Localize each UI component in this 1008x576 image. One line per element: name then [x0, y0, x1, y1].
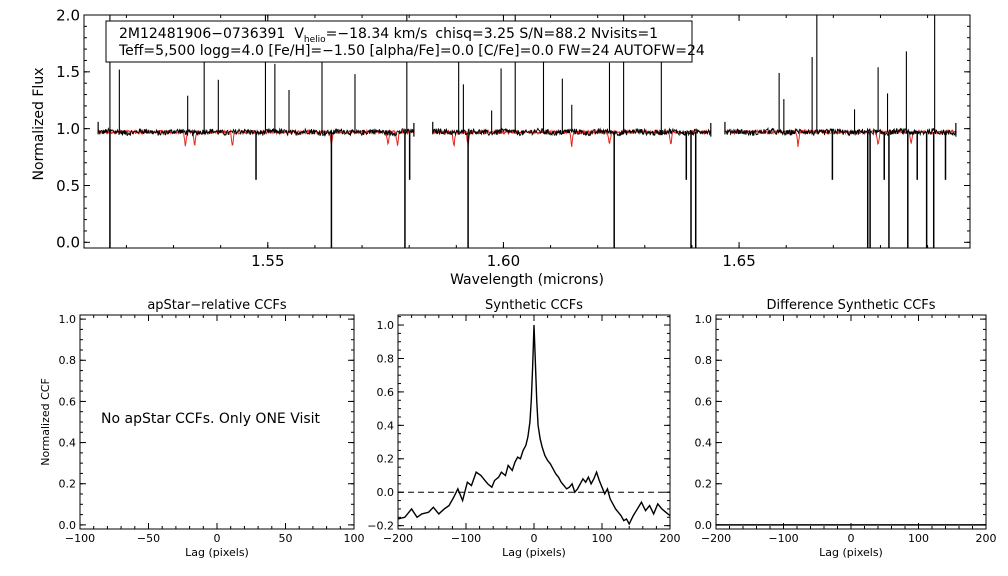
x-tick-label: 0 — [848, 532, 855, 545]
y-tick-label: 0.0 — [59, 519, 77, 532]
y-tick-label: 0.0 — [695, 519, 713, 532]
y-tick-label: 0.8 — [377, 352, 395, 365]
synthetic-ccf-x-axis-label: Lag (pixels) — [502, 546, 566, 559]
spectrum-panel: 1.55 1.60 1.65 0.0 0.5 1.0 1.5 2.0 Normalized F… — [31, 6, 971, 288]
x-tick-label: 100 — [908, 532, 929, 545]
no-ccf-message: No apStar CCFs. Only ONE Visit — [101, 411, 321, 427]
spectrum-x-axis-label: Wavelength (microns) — [450, 272, 604, 288]
spectrum-plot-frame — [83, 14, 971, 249]
apstar-ccf-panel: apStar−relative CCFs −100 −50 0 50 100 0.0 0.2… — [39, 298, 365, 559]
y-tick-label: 0.8 — [59, 354, 77, 367]
model-spectrum-line — [432, 128, 712, 148]
y-tick-label: 0.6 — [59, 395, 77, 408]
fit-stats: chisq=3.25 S/N=88.2 Nvisits=1 — [435, 26, 658, 42]
y-tick-label: 0.6 — [695, 395, 713, 408]
y-tick-label: 1.0 — [59, 313, 77, 326]
synthetic-ccf-frame — [397, 314, 671, 530]
x-tick-label: −200 — [383, 532, 413, 545]
spectrum-y-axis-label: Normalized Flux — [31, 68, 47, 181]
vhelio-subscript: helio — [304, 35, 326, 45]
synthetic-ccf-ticks: −200 −100 0 100 200 −0.2 0.0 0.2 0.4 0.6 0.8 1.0 — [367, 315, 681, 545]
x-tick-label: 0 — [531, 532, 538, 545]
x-tick-label: −100 — [451, 532, 481, 545]
y-tick-label: 0.0 — [377, 486, 395, 499]
synthetic-ccf-title: Synthetic CCFs — [485, 298, 583, 313]
synthetic-ccf-panel: Synthetic CCFs −200 −100 0 100 200 −0.2 0.0 0.2… — [367, 298, 680, 559]
y-tick-label: 1.0 — [377, 319, 395, 332]
difference-ccf-ticks: −200 −100 0 100 200 0.0 0.2 0.4 0.6 0.8 1.0 — [695, 313, 997, 545]
annotation-line-1: 2M12481906−0736391 Vhelio=−18.34 km/s chis… — [119, 26, 658, 45]
x-tick-label: 100 — [592, 532, 613, 545]
x-tick-label: 200 — [660, 532, 681, 545]
vhelio-prefix: V — [294, 26, 304, 42]
x-tick-label: −100 — [768, 532, 798, 545]
y-tick-label: 0.0 — [56, 234, 80, 252]
y-tick-label: 0.4 — [59, 437, 77, 450]
x-tick-label: 1.60 — [487, 252, 520, 270]
synthetic-ccf-lines — [397, 325, 671, 526]
y-tick-label: 0.4 — [695, 437, 713, 450]
spectrum-ticks: 1.55 1.60 1.65 0.0 0.5 1.0 1.5 2.0 — [56, 6, 970, 270]
annotation-line-2: Teff=5,500 logg=4.0 [Fe/H]=−1.50 [alpha/… — [118, 43, 705, 59]
difference-ccf-panel: Difference Synthetic CCFs −200 −100 0 100 20… — [695, 298, 997, 559]
y-tick-label: 0.8 — [695, 354, 713, 367]
x-tick-label: −50 — [137, 532, 160, 545]
apstar-ccf-title: apStar−relative CCFs — [147, 298, 287, 313]
y-tick-label: 1.5 — [56, 63, 80, 81]
x-tick-label: 1.65 — [722, 252, 755, 270]
difference-ccf-frame — [715, 314, 987, 530]
x-tick-label: 50 — [279, 532, 293, 545]
x-tick-label: −100 — [65, 532, 95, 545]
apstar-ccf-x-axis-label: Lag (pixels) — [185, 546, 249, 559]
y-tick-label: 2.0 — [56, 6, 80, 24]
star-id: 2M12481906−0736391 — [119, 26, 285, 42]
vhelio-value: =−18.34 km/s — [326, 26, 428, 42]
spectrum-lines — [97, 15, 957, 248]
y-tick-label: 0.4 — [377, 419, 395, 432]
x-tick-label: 200 — [976, 532, 997, 545]
y-tick-label: 1.0 — [695, 313, 713, 326]
apstar-ccf-y-axis-label: Normalized CCF — [39, 378, 52, 466]
y-tick-label: 0.6 — [377, 386, 395, 399]
x-tick-label: 1.55 — [251, 252, 284, 270]
apstar-ccf-ticks: −100 −50 0 50 100 0.0 0.2 0.4 0.6 0.8 1.0 — [59, 313, 365, 545]
y-tick-label: 0.5 — [56, 177, 80, 195]
y-tick-label: 0.2 — [695, 478, 713, 491]
x-tick-label: 100 — [344, 532, 365, 545]
y-tick-label: −0.2 — [367, 520, 394, 533]
observed-spectrum-line — [432, 127, 712, 137]
spectrum-annotation-box: 2M12481906−0736391 Vhelio=−18.34 km/s chis… — [105, 20, 705, 63]
y-tick-label: 1.0 — [56, 120, 80, 138]
difference-ccf-title: Difference Synthetic CCFs — [766, 298, 935, 313]
synthetic-ccf-line — [397, 325, 671, 526]
x-tick-label: −200 — [701, 532, 731, 545]
y-tick-label: 0.2 — [377, 453, 395, 466]
difference-ccf-x-axis-label: Lag (pixels) — [819, 546, 883, 559]
annotation-box-frame — [105, 20, 693, 63]
y-tick-label: 0.2 — [59, 478, 77, 491]
x-tick-label: 0 — [214, 532, 221, 545]
